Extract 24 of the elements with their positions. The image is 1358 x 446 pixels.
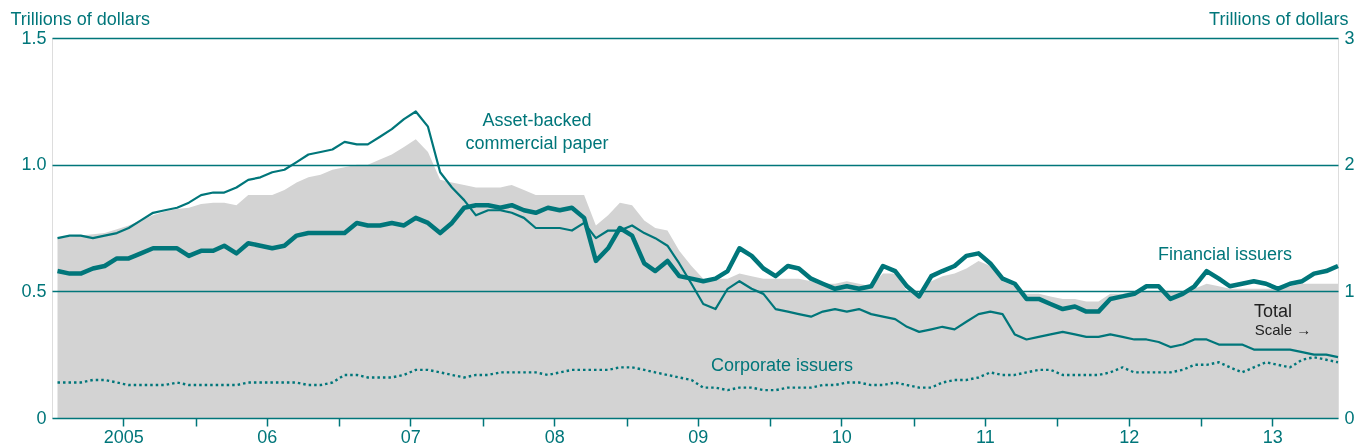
y2-tick-label: 3: [1344, 27, 1355, 48]
x-tick-label: 2005: [103, 426, 144, 446]
x-tick-label: 13: [1262, 426, 1283, 446]
y-tick-label: 0.5: [21, 280, 47, 301]
x-tick-label: 12: [1119, 426, 1140, 446]
x-tick-label: 08: [544, 426, 565, 446]
series-label: Corporate issuers: [710, 355, 854, 375]
y-tick-label: 1.0: [21, 154, 47, 175]
x-tick-label: 10: [831, 426, 852, 446]
y2-tick-label: 1: [1344, 280, 1355, 301]
y-axis-title: Trillions of dollars: [10, 8, 150, 29]
x-tick-label: 07: [400, 426, 421, 446]
y2-tick-label: 2: [1344, 154, 1355, 175]
annotation: Scale →: [1254, 321, 1312, 338]
series-label: Asset-backed commercial paper: [465, 110, 609, 153]
x-tick-label: 11: [976, 426, 995, 446]
x-tick-label: 09: [688, 426, 709, 446]
y-tick-label: 0: [36, 407, 47, 428]
y2-tick-label: 0: [1344, 407, 1355, 428]
y-tick-label: 1.5: [21, 27, 47, 48]
x-tick-label: 06: [257, 426, 278, 446]
series-label: Financial issuers: [1157, 244, 1293, 264]
y2-axis-title: Trillions of dollars: [1209, 8, 1349, 29]
series-label: Total: [1253, 301, 1293, 321]
